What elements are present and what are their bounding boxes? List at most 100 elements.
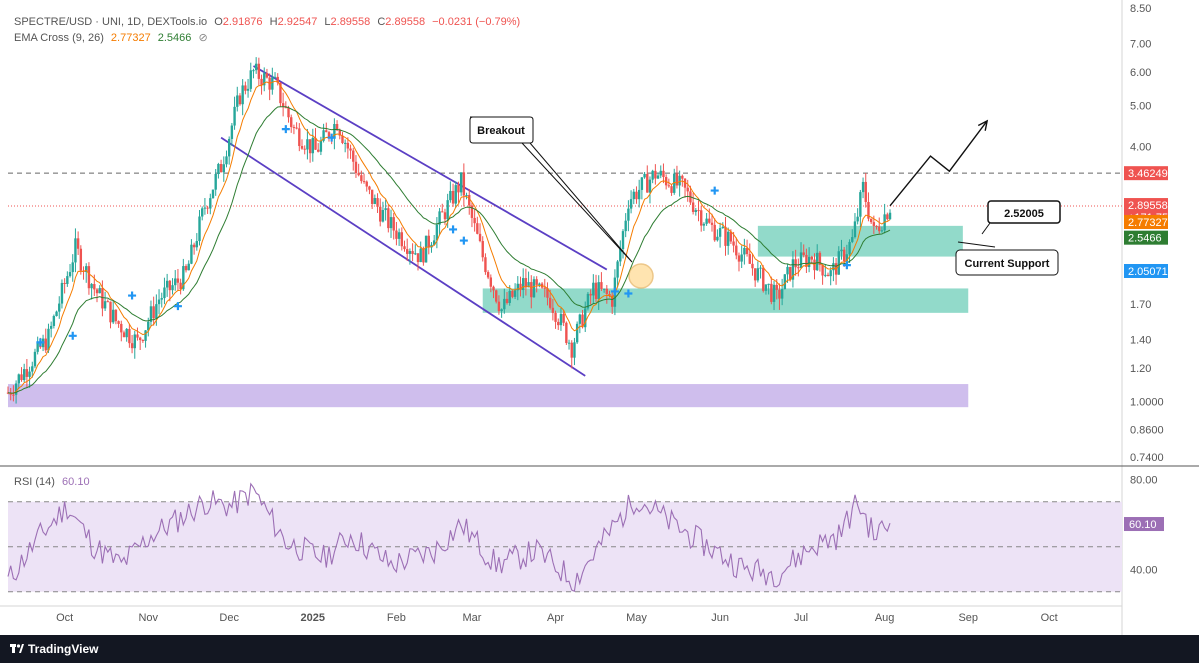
candle-body — [335, 124, 339, 131]
candle-body — [864, 181, 867, 202]
candle-body — [621, 231, 625, 249]
candle-body — [721, 226, 724, 229]
candle-body — [756, 268, 760, 281]
candle-body — [125, 328, 128, 338]
resistance-badge-bg — [1124, 166, 1168, 181]
price-axis-tick: 0.8600 — [1130, 424, 1164, 436]
candle-body — [403, 246, 406, 250]
candle-body — [311, 137, 314, 154]
candle-body — [176, 278, 180, 283]
ema-cross-marker — [842, 261, 851, 270]
ema-cross-marker — [449, 225, 458, 234]
price-axis-tick: 1.40 — [1130, 335, 1151, 347]
change-value: −0.0231 (−0.79%) — [432, 16, 521, 28]
candle-body — [648, 179, 652, 193]
candle-body — [646, 173, 649, 193]
candle-body — [306, 139, 309, 150]
candle-body — [295, 127, 298, 129]
time-axis-tick: Aug — [875, 612, 895, 624]
candle-body — [225, 156, 228, 165]
candle-body — [457, 185, 460, 193]
candle-body — [66, 276, 69, 284]
candle-body — [762, 267, 765, 291]
candle-body — [290, 117, 293, 128]
candle-body — [702, 223, 706, 226]
projection-arrowhead — [977, 119, 989, 131]
candle-body — [735, 245, 738, 256]
candle-body — [551, 307, 555, 313]
channel-upper-line — [253, 65, 608, 271]
candle-body — [117, 321, 120, 324]
candle-body — [600, 282, 603, 289]
candle-body — [157, 299, 161, 305]
candle-body — [227, 138, 231, 157]
candle-body — [851, 237, 854, 242]
candle-body — [783, 274, 787, 290]
ema-fast-value: 2.77327 — [110, 32, 151, 44]
candle-body — [867, 201, 870, 219]
candle-body — [562, 313, 565, 323]
candle-body — [133, 334, 136, 349]
chart-canvas[interactable]: Breakout 2.52005 Current Support 8.50 7.00 6.… — [0, 0, 1199, 635]
candle-body — [149, 306, 153, 322]
candle-body — [111, 309, 115, 323]
candle-body — [751, 263, 754, 269]
candle-body — [327, 132, 331, 139]
last-price-badge-text: 2.89558 — [1128, 200, 1168, 212]
time-axis-tick: 2025 — [301, 612, 325, 624]
support-callout-box — [955, 249, 1059, 276]
candle-body — [122, 332, 126, 338]
candle-body — [732, 241, 735, 246]
price-level-callout-box — [987, 200, 1061, 224]
candle-body — [775, 284, 778, 290]
candle-body — [705, 218, 708, 224]
candle-body — [52, 316, 56, 326]
candle-body — [570, 342, 573, 358]
candle-body — [98, 288, 101, 294]
candle-body — [794, 259, 797, 268]
candle-body — [468, 194, 471, 206]
candle-body — [254, 63, 258, 71]
candle-body — [681, 175, 684, 179]
candle-body — [710, 222, 714, 225]
candle-body — [249, 70, 252, 89]
candle-body — [300, 146, 304, 149]
rsi-label: RSI (14) — [14, 476, 55, 488]
ema-cross-marker — [281, 125, 290, 134]
candle-body — [319, 140, 323, 152]
rsi-axis-tick: 40.00 — [1130, 564, 1158, 576]
candle-body — [691, 202, 695, 212]
candle-body — [284, 107, 288, 109]
candle-body — [856, 216, 859, 222]
candle-body — [511, 290, 514, 297]
candle-body — [211, 189, 215, 199]
candle-body — [114, 309, 118, 322]
candle-body — [349, 148, 352, 151]
candle-body — [592, 282, 595, 296]
candle-body — [384, 208, 387, 211]
candle-body — [400, 232, 404, 247]
visibility-icon[interactable]: ⊘ — [198, 32, 208, 44]
open-label: O — [214, 16, 223, 28]
candle-body — [303, 148, 306, 150]
candle-body — [513, 290, 517, 297]
candle-body — [451, 190, 455, 204]
candle-body — [670, 186, 673, 193]
candle-body — [298, 128, 301, 147]
tradingview-brand[interactable]: TradingView — [28, 642, 99, 656]
candle-body — [446, 200, 449, 220]
candle-body — [861, 181, 865, 193]
candle-body — [443, 212, 447, 220]
rsi-badge-text: 60.10 — [1129, 519, 1157, 531]
candle-body — [859, 192, 862, 217]
support-pointer — [957, 241, 996, 248]
candle-body — [640, 177, 644, 190]
candle-body — [724, 226, 727, 246]
candle-body — [476, 223, 479, 234]
candle-body — [538, 283, 541, 285]
zone-1 — [8, 384, 969, 408]
candle-body — [716, 236, 719, 241]
candle-body — [241, 85, 244, 105]
candle-body — [206, 207, 209, 209]
